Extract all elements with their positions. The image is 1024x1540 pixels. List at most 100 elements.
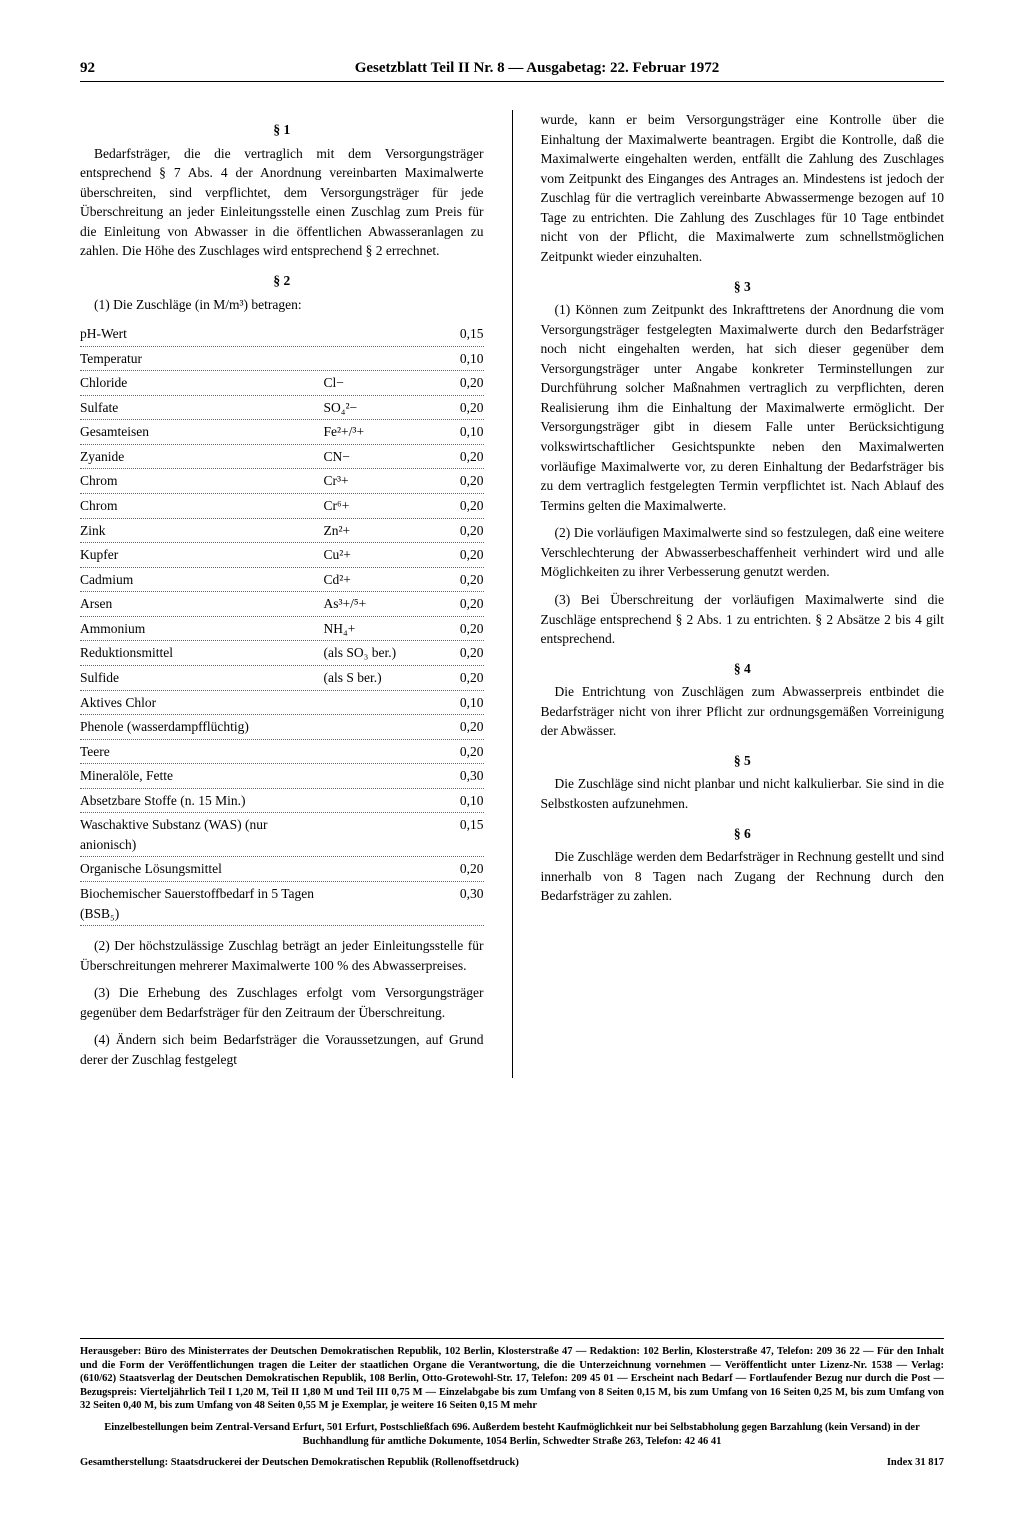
section-5-text: Die Zuschläge sind nicht planbar und nic…	[541, 774, 945, 813]
table-row: GesamteisenFe²+/³+0,10	[80, 420, 484, 445]
table-substance: Organische Lösungsmittel	[80, 859, 324, 879]
section-4-heading: § 4	[541, 659, 945, 679]
table-substance: Biochemischer Sauerstoffbedarf in 5 Tage…	[80, 884, 324, 923]
table-value: 0,20	[434, 447, 484, 467]
surcharge-table: pH-Wert0,15Temperatur0,10ChlorideCl−0,20…	[80, 322, 484, 926]
two-column-body: § 1 Bedarfsträger, die die vertraglich m…	[80, 110, 944, 1078]
page: 92 Gesetzblatt Teil II Nr. 8 — Ausgabeta…	[0, 0, 1024, 1540]
section-1-heading: § 1	[80, 120, 484, 140]
footer-production: Gesamtherstellung: Staatsdruckerei der D…	[80, 1456, 944, 1470]
section-6-text: Die Zuschläge werden dem Bedarfsträger i…	[541, 847, 945, 906]
section-2-para-4: (4) Ändern sich beim Bedarfsträger die V…	[80, 1030, 484, 1069]
table-substance: Sulfate	[80, 398, 324, 418]
table-value: 0,30	[434, 766, 484, 786]
right-column: wurde, kann er beim Versorgungsträger ei…	[541, 110, 945, 1078]
table-substance: Sulfide	[80, 668, 324, 688]
table-substance: Cadmium	[80, 570, 324, 590]
table-row: Temperatur 0,10	[80, 347, 484, 372]
table-row: ZinkZn²+0,20	[80, 519, 484, 544]
table-value: 0,10	[434, 791, 484, 811]
table-row: Aktives Chlor0,10	[80, 691, 484, 716]
table-row: AmmoniumNH₄+0,20	[80, 617, 484, 642]
table-formula: SO₄²−	[324, 398, 434, 418]
table-substance: Zyanide	[80, 447, 324, 467]
table-row: ArsenAs³+/⁵+0,20	[80, 592, 484, 617]
table-substance: pH-Wert	[80, 324, 324, 344]
table-value: 0,15	[434, 324, 484, 344]
table-row: pH-Wert 0,15	[80, 322, 484, 347]
section-3-para-2: (2) Die vorläufigen Maximalwerte sind so…	[541, 523, 945, 582]
header-title: Gesetzblatt Teil II Nr. 8 — Ausgabetag: …	[130, 60, 944, 77]
page-number: 92	[80, 60, 130, 77]
table-value: 0,20	[434, 859, 484, 879]
table-row: Phenole (wasserdampfflüchtig)0,20	[80, 715, 484, 740]
section-6-heading: § 6	[541, 824, 945, 844]
footer-publisher: Herausgeber: Büro des Ministerrates der …	[80, 1338, 944, 1413]
section-2-intro: (1) Die Zuschläge (in M/m³) betragen:	[80, 295, 484, 315]
table-formula: Zn²+	[324, 521, 434, 541]
table-formula: Fe²+/³+	[324, 422, 434, 442]
table-row: Mineralöle, Fette 0,30	[80, 764, 484, 789]
table-row: ChlorideCl−0,20	[80, 371, 484, 396]
table-formula: As³+/⁵+	[324, 594, 434, 614]
table-row: Biochemischer Sauerstoffbedarf in 5 Tage…	[80, 882, 484, 926]
table-formula: CN−	[324, 447, 434, 467]
table-substance: Reduktionsmittel	[80, 643, 324, 663]
table-substance: Chloride	[80, 373, 324, 393]
continuation-text: wurde, kann er beim Versorgungsträger ei…	[541, 110, 945, 267]
table-value: 0,10	[434, 349, 484, 369]
section-5-heading: § 5	[541, 751, 945, 771]
section-3-para-3: (3) Bei Überschreitung der vorläufigen M…	[541, 590, 945, 649]
table-substance: Arsen	[80, 594, 324, 614]
table-row: ChromCr³+0,20	[80, 469, 484, 494]
table-substance: Temperatur	[80, 349, 324, 369]
table-value: 0,20	[434, 643, 484, 663]
table-value: 0,20	[434, 545, 484, 565]
table-row: Waschaktive Substanz (WAS) (nur anionisc…	[80, 813, 484, 857]
table-value: 0,20	[434, 619, 484, 639]
footer-ordering: Einzelbestellungen beim Zentral-Versand …	[80, 1421, 944, 1448]
section-3-para-1: (1) Können zum Zeitpunkt des Inkrafttret…	[541, 300, 945, 515]
table-row: Teere 0,20	[80, 740, 484, 765]
column-divider	[512, 110, 513, 1078]
table-value: 0,15	[434, 815, 484, 835]
table-substance: Chrom	[80, 496, 324, 516]
table-formula: (als SO₃ ber.)	[324, 643, 434, 663]
table-value: 0,20	[434, 471, 484, 491]
table-row: ZyanideCN−0,20	[80, 445, 484, 470]
section-2-para-2: (2) Der höchstzulässige Zuschlag beträgt…	[80, 936, 484, 975]
section-2-para-3: (3) Die Erhebung des Zuschlages erfolgt …	[80, 983, 484, 1022]
table-value: 0,20	[434, 668, 484, 688]
section-1-text: Bedarfsträger, die die vertraglich mit d…	[80, 144, 484, 261]
table-substance: Absetzbare Stoffe (n. 15 Min.)	[80, 791, 324, 811]
table-row: KupferCu²+0,20	[80, 543, 484, 568]
table-substance: Phenole (wasserdampfflüchtig)	[80, 717, 324, 737]
table-row: Absetzbare Stoffe (n. 15 Min.) 0,10	[80, 789, 484, 814]
table-value: 0,10	[434, 422, 484, 442]
table-formula: Cu²+	[324, 545, 434, 565]
section-2-heading: § 2	[80, 271, 484, 291]
table-substance: Kupfer	[80, 545, 324, 565]
section-3-heading: § 3	[541, 277, 945, 297]
table-row: SulfateSO₄²−0,20	[80, 396, 484, 421]
table-formula: Cl−	[324, 373, 434, 393]
table-substance: Zink	[80, 521, 324, 541]
table-formula: (als S ber.)	[324, 668, 434, 688]
table-formula: NH₄+	[324, 619, 434, 639]
table-row: Reduktionsmittel(als SO₃ ber.)0,20	[80, 641, 484, 666]
table-value: 0,30	[434, 884, 484, 904]
table-substance: Ammonium	[80, 619, 324, 639]
section-4-text: Die Entrichtung von Zuschlägen zum Abwas…	[541, 682, 945, 741]
table-substance: Teere	[80, 742, 324, 762]
table-value: 0,20	[434, 742, 484, 762]
table-row: Sulfide(als S ber.)0,20	[80, 666, 484, 691]
table-substance: Gesamteisen	[80, 422, 324, 442]
table-formula: Cd²+	[324, 570, 434, 590]
running-header: 92 Gesetzblatt Teil II Nr. 8 — Ausgabeta…	[80, 60, 944, 82]
table-row: CadmiumCd²+0,20	[80, 568, 484, 593]
table-value: 0,20	[434, 521, 484, 541]
table-row: Organische Lösungsmittel 0,20	[80, 857, 484, 882]
imprint-footer: Herausgeber: Büro des Ministerrates der …	[80, 1338, 944, 1470]
table-value: 0,20	[434, 570, 484, 590]
table-substance: Mineralöle, Fette	[80, 766, 324, 786]
